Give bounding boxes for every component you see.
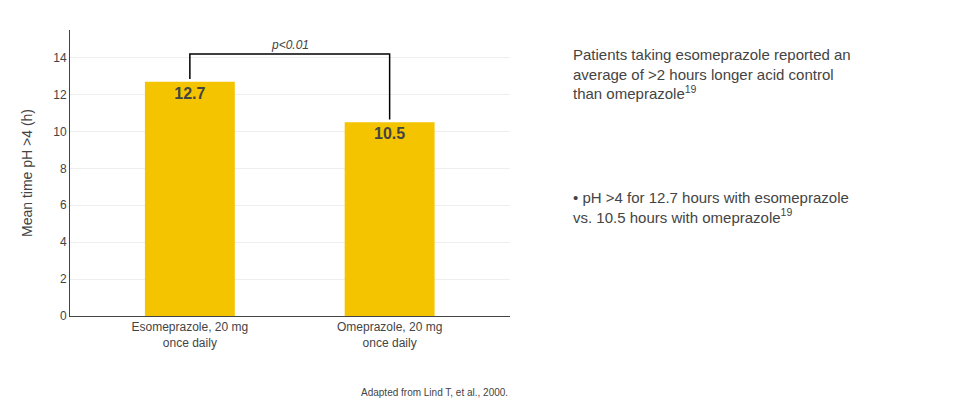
svg-text:2: 2	[60, 272, 67, 286]
svg-text:10.5: 10.5	[374, 125, 405, 142]
svg-text:12: 12	[53, 88, 67, 102]
svg-text:14: 14	[53, 51, 67, 65]
svg-text:Adapted from Lind T, et al., 2: Adapted from Lind T, et al., 2000.	[361, 387, 508, 398]
svg-text:4: 4	[60, 235, 67, 249]
svg-text:6: 6	[60, 198, 67, 212]
svg-text:8: 8	[60, 162, 67, 176]
svg-text:Patients taking esomeprazole r: Patients taking esomeprazole reported an…	[573, 46, 851, 102]
svg-text:Omeprazole, 20 mgonce daily: Omeprazole, 20 mgonce daily	[337, 320, 442, 350]
svg-text:Mean time pH >4 (h): Mean time pH >4 (h)	[19, 109, 35, 237]
svg-text:10: 10	[53, 125, 67, 139]
svg-text:0: 0	[60, 309, 67, 323]
svg-text:p<0.01: p<0.01	[271, 38, 309, 52]
svg-text:• pH >4 for 12.7 hours with es: • pH >4 for 12.7 hours with esomeprazole…	[573, 189, 849, 226]
svg-text:12.7: 12.7	[174, 85, 205, 102]
svg-text:Esomeprazole, 20 mgonce daily: Esomeprazole, 20 mgonce daily	[131, 320, 248, 350]
